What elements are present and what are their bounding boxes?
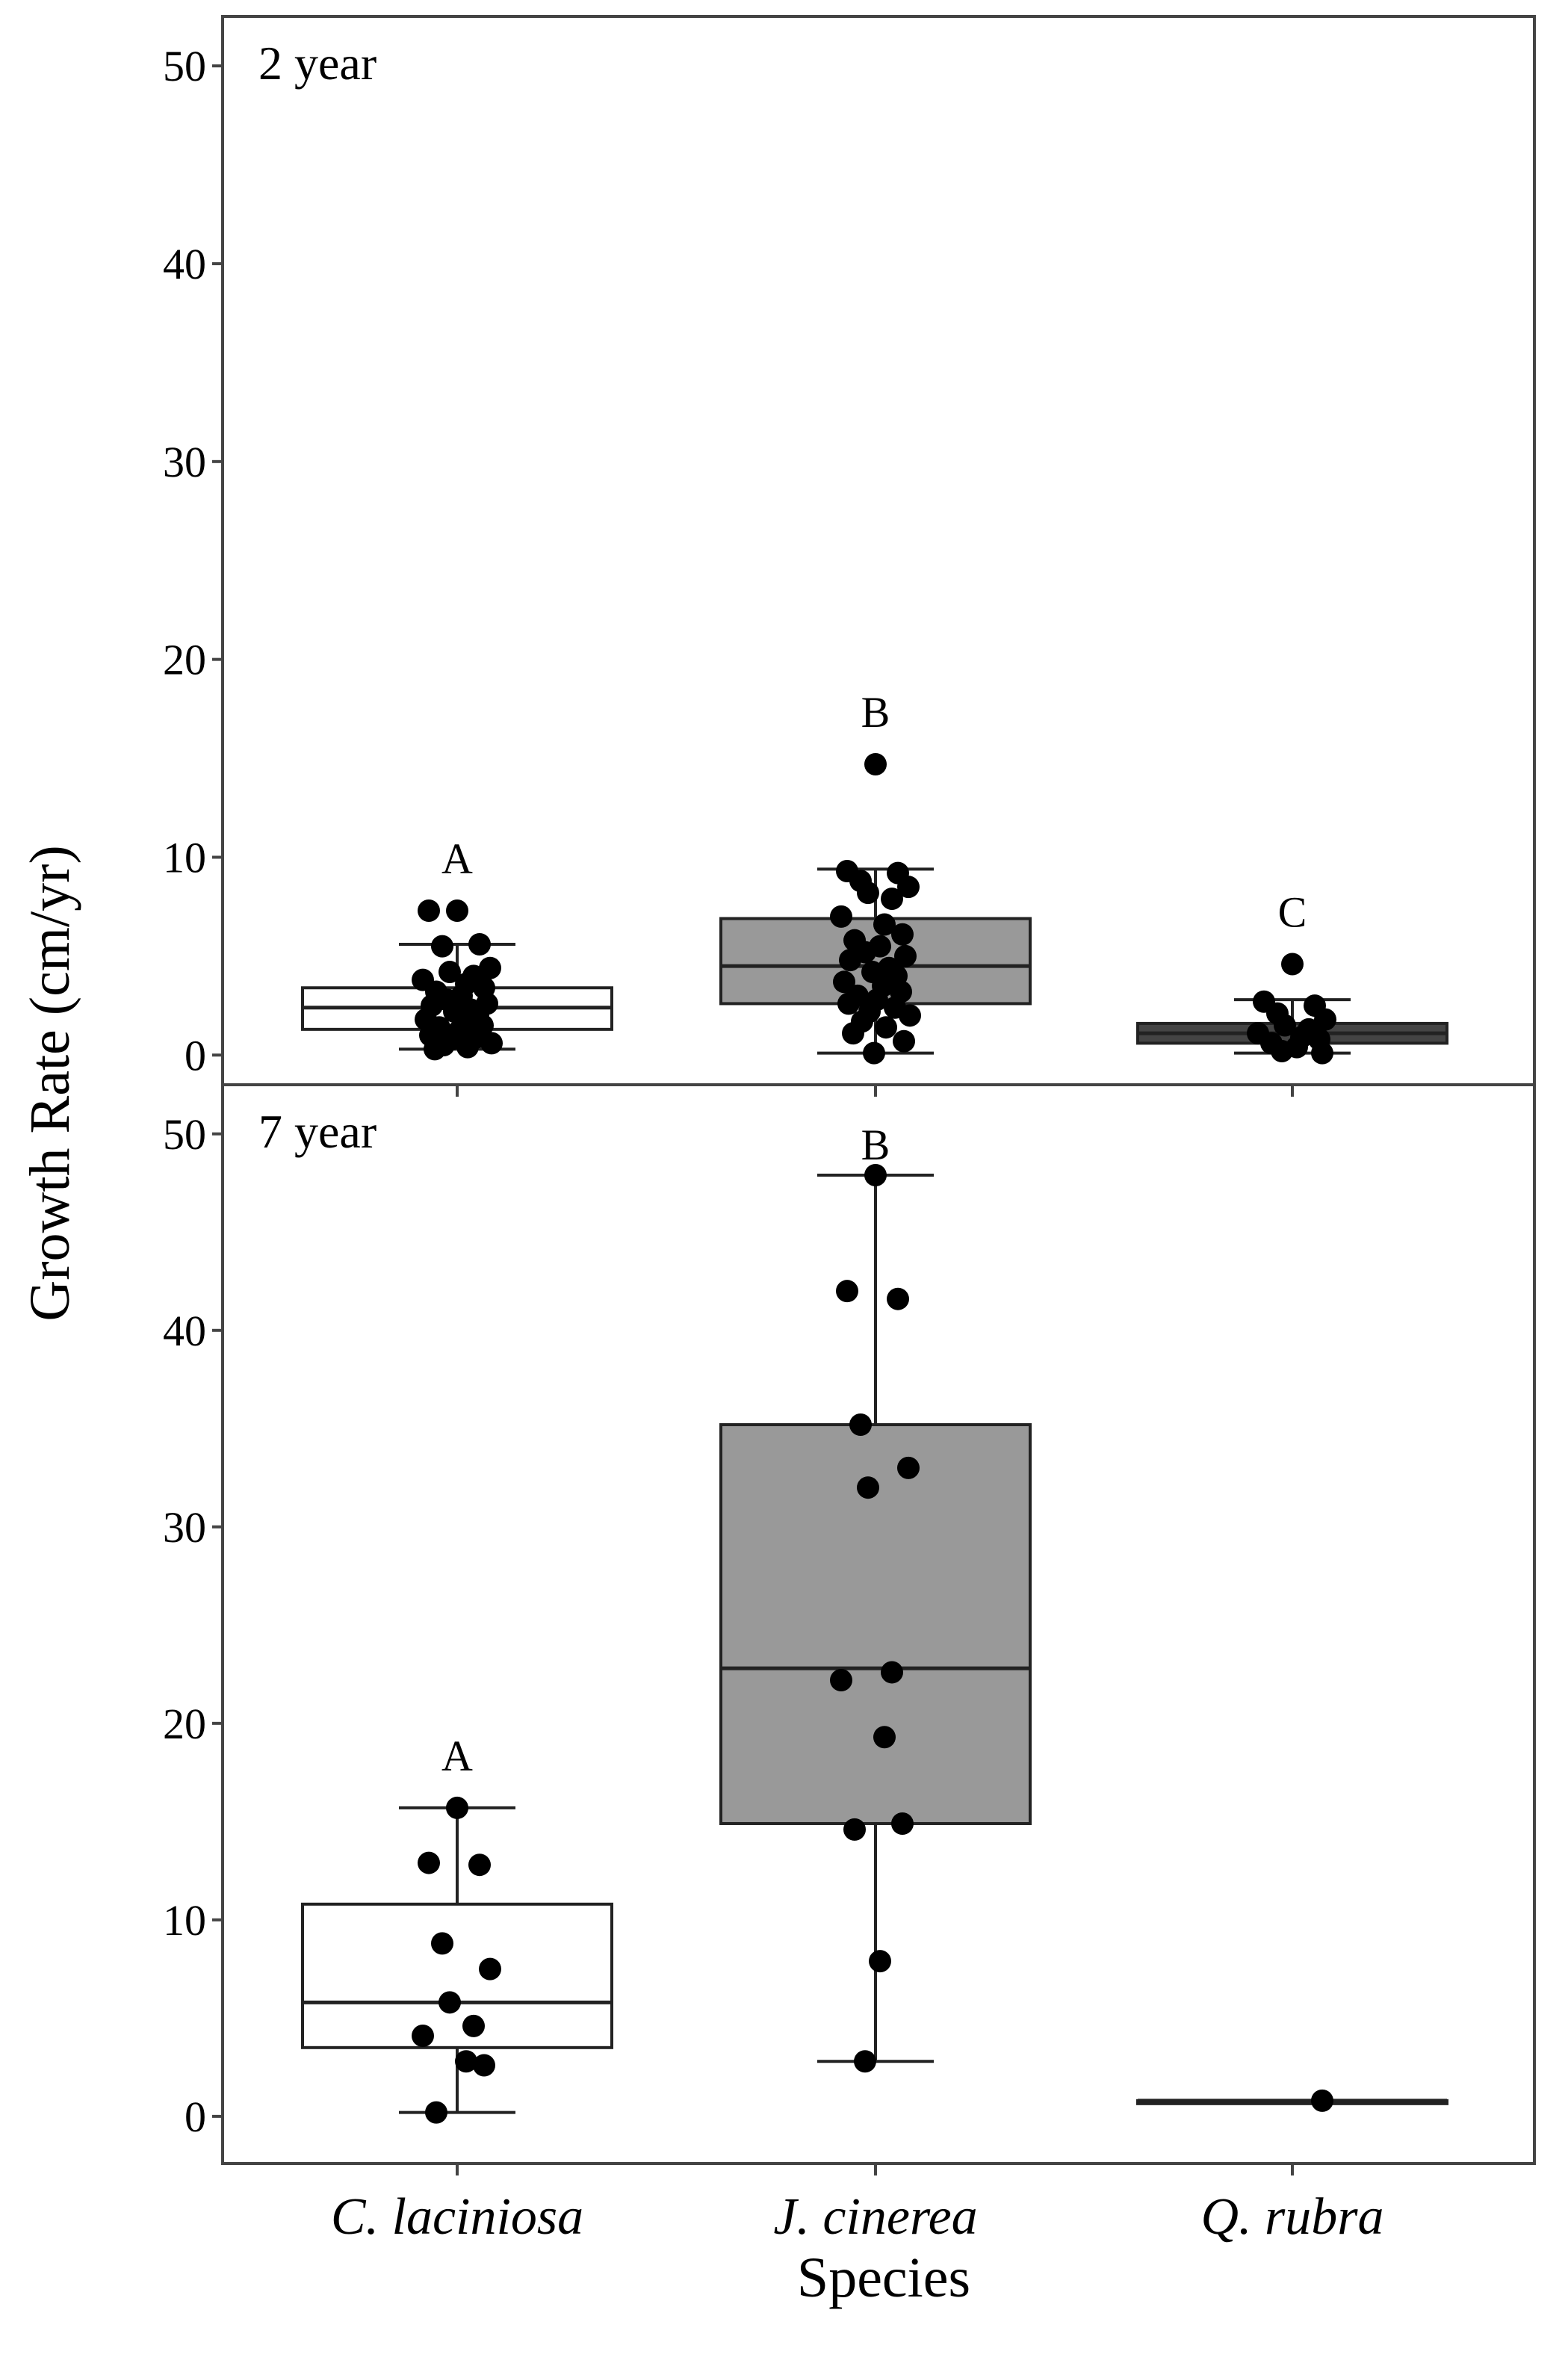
- data-point: [1314, 1008, 1336, 1031]
- significance-letter: B: [861, 1121, 890, 1169]
- data-point: [891, 923, 914, 946]
- data-point: [480, 1032, 503, 1055]
- significance-letter: B: [861, 688, 890, 737]
- data-point: [418, 1851, 440, 1874]
- data-point: [897, 1456, 920, 1479]
- data-point: [446, 1796, 468, 1819]
- y-tick-label: 30: [163, 438, 206, 486]
- data-point: [455, 2050, 477, 2073]
- data-point: [468, 1853, 491, 1877]
- data-point: [869, 1950, 891, 1973]
- panel-label: 7 year: [258, 1105, 376, 1158]
- data-point: [875, 1016, 897, 1039]
- y-tick-label: 50: [163, 42, 206, 90]
- data-point: [881, 888, 903, 911]
- box-2: B: [719, 1121, 1032, 2073]
- data-point: [479, 1957, 501, 1980]
- box-3: C: [1136, 888, 1448, 1065]
- data-point: [418, 899, 440, 922]
- y-tick-label: 30: [163, 1503, 206, 1552]
- y-tick-label: 40: [163, 240, 206, 288]
- data-point: [864, 753, 887, 775]
- data-point: [854, 2050, 876, 2073]
- significance-letter: A: [441, 834, 473, 883]
- data-point: [887, 1287, 909, 1310]
- data-point: [899, 1004, 921, 1027]
- data-point: [897, 876, 920, 899]
- y-tick-label: 10: [163, 1896, 206, 1945]
- data-point: [1311, 1041, 1333, 1065]
- data-point: [842, 1022, 864, 1045]
- y-tick-label: 40: [163, 1307, 206, 1355]
- data-point: [873, 913, 896, 936]
- y-tick-label: 20: [163, 636, 206, 684]
- data-point: [468, 932, 491, 956]
- data-point: [446, 899, 468, 922]
- data-point: [893, 1029, 915, 1053]
- data-point: [891, 1812, 914, 1835]
- data-point: [857, 1476, 879, 1499]
- significance-letter: A: [441, 1732, 473, 1780]
- data-point: [830, 1668, 852, 1691]
- panel-2: 0 10 20 30 40 50 7 year A B: [163, 1083, 1536, 2175]
- data-point: [894, 944, 917, 967]
- y-tick-label: 0: [185, 1031, 206, 1080]
- data-point: [833, 970, 855, 994]
- data-point: [1311, 2089, 1333, 2112]
- data-point: [1281, 953, 1304, 976]
- data-point: [836, 1280, 858, 1303]
- panel-1: 0 10 20 30 40 50 2 year A B C: [163, 15, 1536, 1097]
- y-tick-label: 10: [163, 833, 206, 882]
- y-tick-label: 50: [163, 1110, 206, 1159]
- data-point: [830, 905, 852, 928]
- data-point: [425, 2101, 447, 2124]
- y-tick-label: 20: [163, 1700, 206, 1748]
- y-axis-title: Growth Rate (cm/yr): [19, 845, 81, 1321]
- data-point: [424, 1038, 446, 1061]
- box-1: A: [301, 1732, 613, 2124]
- box-iqr: [719, 1423, 1032, 1825]
- data-point: [1274, 1014, 1296, 1037]
- data-point: [837, 992, 860, 1015]
- box-1: A: [301, 834, 613, 1061]
- data-point: [462, 2014, 485, 2037]
- data-point: [456, 1035, 479, 1059]
- panel-frame: [221, 1083, 1536, 2165]
- panel-label: 2 year: [258, 37, 376, 90]
- data-point: [431, 935, 453, 958]
- data-point: [873, 1726, 896, 1749]
- box-3: [1136, 2089, 1448, 2112]
- data-point: [473, 2054, 495, 2077]
- data-point: [864, 1163, 887, 1186]
- data-point: [412, 2025, 434, 2048]
- data-point: [839, 949, 861, 972]
- panels-layer: 0 10 20 30 40 50 2 year A B C 0 10 20 30 40 50 7 year A B C…: [163, 15, 1536, 2246]
- y-tick-label: 0: [185, 2093, 206, 2141]
- x-axis-title: Species: [797, 2246, 970, 2309]
- data-point: [857, 882, 879, 905]
- data-point: [439, 1991, 461, 2014]
- box-iqr: [301, 1902, 613, 2049]
- data-point: [431, 1932, 453, 1955]
- x-category-label: C. laciniosa: [331, 2188, 583, 2246]
- data-point: [1271, 1039, 1293, 1062]
- data-point: [439, 961, 461, 984]
- data-point: [863, 1041, 885, 1065]
- significance-letter: C: [1278, 888, 1307, 936]
- x-category-label: J. cinerea: [773, 2188, 977, 2246]
- x-category-label: Q. rubra: [1200, 2188, 1383, 2246]
- data-point: [849, 1413, 872, 1437]
- data-point: [843, 1818, 866, 1841]
- data-point: [881, 1661, 903, 1684]
- box-2: B: [719, 688, 1032, 1065]
